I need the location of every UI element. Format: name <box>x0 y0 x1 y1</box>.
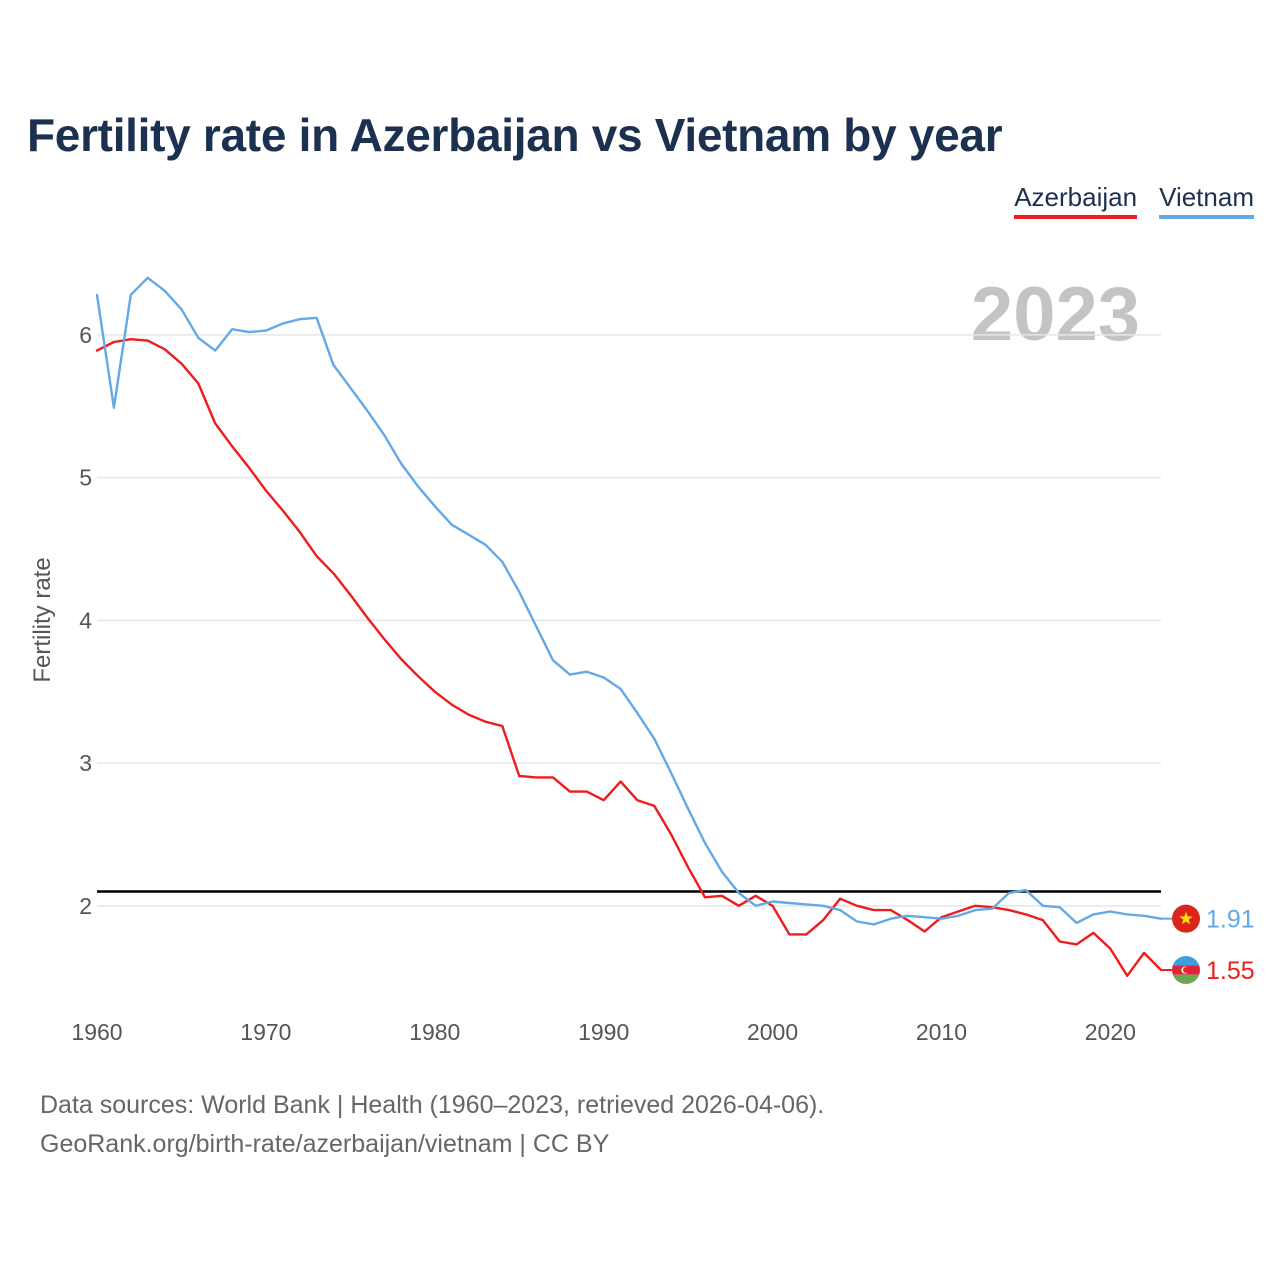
flag-icon-azerbaijan <box>1172 956 1200 985</box>
flag-stripe-blue <box>1172 956 1200 966</box>
series-line-vietnam <box>95 276 1163 926</box>
x-tick-label-2020: 2020 <box>1085 1019 1136 1045</box>
y-tick-label-6: 6 <box>79 322 92 348</box>
legend: Azerbaijan Vietnam <box>1014 182 1254 219</box>
source-line-2[interactable]: GeoRank.org/birth-rate/azerbaijan/vietna… <box>40 1130 610 1158</box>
y-axis-ticks: 2 3 4 5 6 <box>79 322 92 919</box>
y-tick-label-3: 3 <box>79 750 92 776</box>
source-note: Data sources: World Bank | Health (1960–… <box>40 1086 824 1164</box>
legend-item-azerbaijan[interactable]: Azerbaijan <box>1014 182 1138 219</box>
x-axis-ticks: 1960 1970 1980 1990 2000 2010 2020 <box>71 1019 1136 1045</box>
year-watermark: 2023 <box>971 272 1140 357</box>
source-line-1: Data sources: World Bank | Health (1960–… <box>40 1091 825 1119</box>
x-tick-label-1970: 1970 <box>240 1019 291 1045</box>
flag-stripes-azerbaijan <box>1172 956 1200 985</box>
x-tick-label-1980: 1980 <box>409 1019 460 1045</box>
x-tick-label-2010: 2010 <box>916 1019 967 1045</box>
y-tick-label-2: 2 <box>79 893 92 919</box>
flag-crescent-inner <box>1183 967 1189 974</box>
series-line-azerbaijan <box>95 338 1163 977</box>
y-tick-label-4: 4 <box>79 607 92 633</box>
x-tick-label-1990: 1990 <box>578 1019 629 1045</box>
x-tick-label-1960: 1960 <box>71 1019 122 1045</box>
y-tick-label-5: 5 <box>79 465 92 491</box>
chart-title: Fertility rate in Azerbaijan vs Vietnam … <box>27 109 1003 161</box>
flag-star-vietnam <box>1179 911 1193 925</box>
end-value-label-azerbaijan: 1.55 <box>1206 957 1255 985</box>
gridlines <box>97 334 1161 907</box>
flag-stripe-green <box>1172 974 1200 985</box>
flag-icon-vietnam <box>1172 904 1200 933</box>
y-axis-label: Fertility rate <box>29 557 56 682</box>
series-lines <box>95 276 1163 977</box>
end-markers: 1.55 1.91 <box>1161 904 1255 985</box>
x-tick-label-2000: 2000 <box>747 1019 798 1045</box>
end-value-label-vietnam: 1.91 <box>1206 906 1255 934</box>
legend-item-vietnam[interactable]: Vietnam <box>1159 182 1254 219</box>
